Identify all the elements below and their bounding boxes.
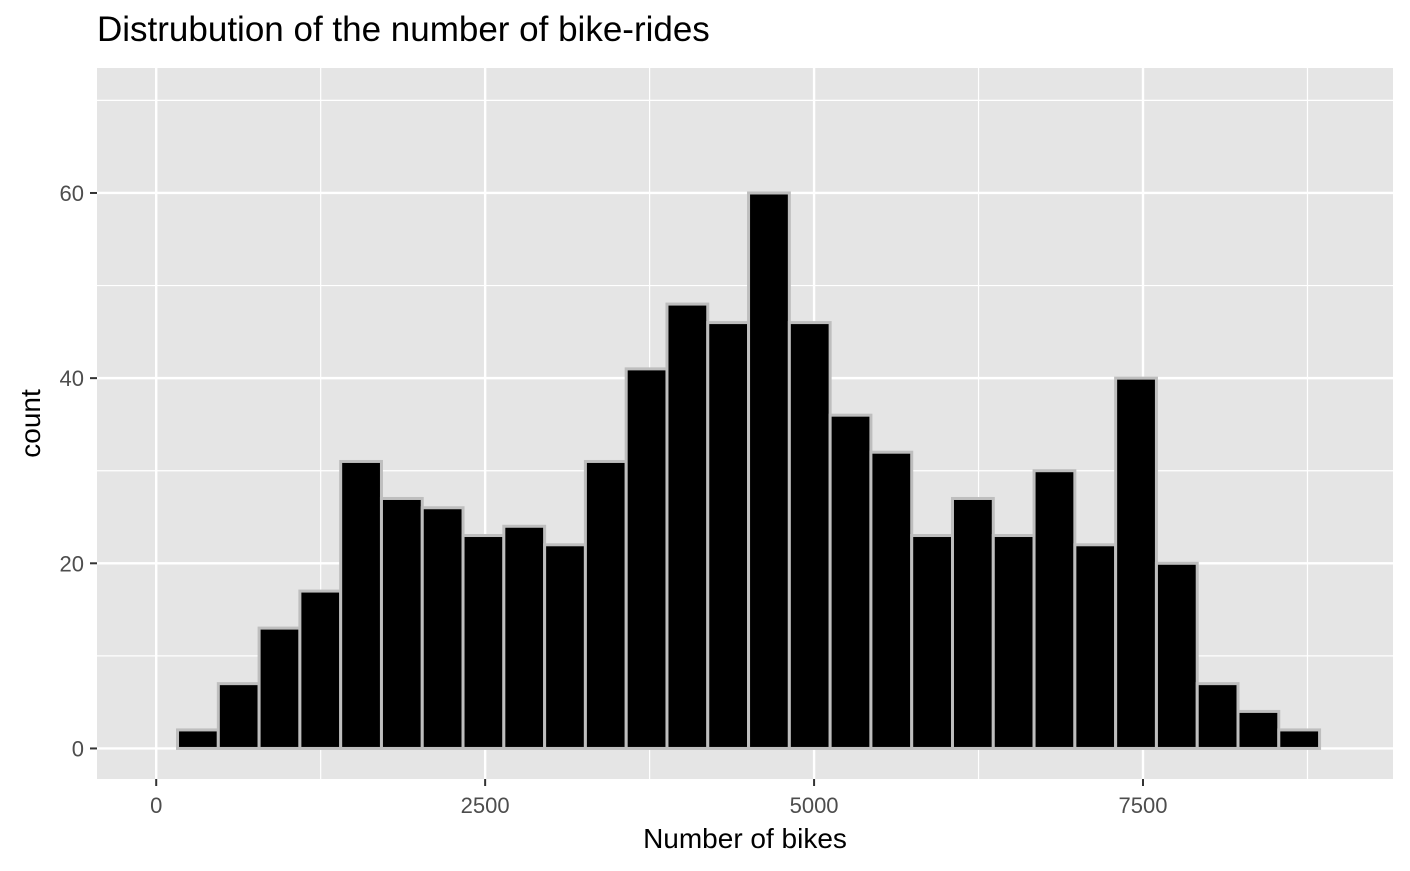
axes: 0 2500 5000 7500 0 20 40 60	[60, 181, 1168, 818]
histogram-bar	[1114, 376, 1158, 750]
histogram-bar	[339, 459, 383, 750]
histogram-bar	[624, 367, 669, 750]
x-tick-label: 2500	[461, 793, 510, 818]
histogram-bar	[1073, 543, 1118, 750]
histogram-bar	[991, 534, 1036, 750]
y-tick-label: 40	[60, 366, 84, 391]
histogram-bars	[176, 191, 1322, 750]
histogram-bar	[1195, 682, 1240, 750]
histogram-bar	[950, 496, 995, 750]
histogram-bar	[461, 534, 506, 750]
x-tick-label: 0	[150, 793, 162, 818]
histogram-bar	[869, 450, 914, 750]
histogram-bar	[1154, 561, 1199, 750]
histogram-bar	[298, 589, 343, 750]
histogram-bar	[910, 534, 954, 750]
y-tick-label: 20	[60, 551, 84, 576]
histogram-bar	[1277, 728, 1322, 750]
histogram-bar	[379, 496, 424, 750]
histogram-bar	[502, 524, 547, 750]
x-tick-label: 5000	[790, 793, 839, 818]
y-tick-label: 0	[72, 736, 84, 761]
histogram-bar	[747, 191, 791, 750]
histogram-bar	[1032, 469, 1077, 750]
histogram-bar	[665, 302, 710, 750]
y-tick-label: 60	[60, 181, 84, 206]
histogram-bar	[583, 459, 628, 750]
histogram-bar	[828, 413, 873, 750]
x-tick-label: 7500	[1119, 793, 1168, 818]
histogram-bar	[257, 626, 302, 750]
histogram-bar	[216, 682, 261, 750]
histogram-bar	[787, 321, 832, 750]
y-axis-title: count	[15, 389, 46, 458]
histogram-bar	[706, 321, 751, 750]
histogram-bar	[420, 506, 465, 750]
chart-title: Distrubution of the number of bike-rides	[97, 10, 710, 49]
histogram-bar	[1236, 709, 1281, 750]
histogram-bar	[176, 728, 220, 750]
histogram-bar	[543, 543, 587, 750]
x-axis-title: Number of bikes	[643, 823, 847, 854]
